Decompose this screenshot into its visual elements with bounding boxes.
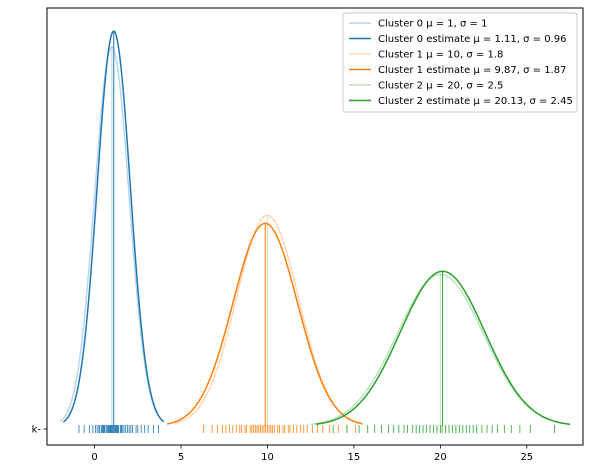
series-line-0 [59, 46, 165, 423]
x-tick-label-3: 15 [348, 452, 361, 463]
x-tick-label-4: 20 [434, 452, 447, 463]
x-tick-label-2: 10 [261, 452, 274, 463]
y-axis: k- [32, 425, 47, 436]
legend-label-2: Cluster 1 μ = 10, σ = 1.8 [378, 50, 503, 61]
legend-label-5: Cluster 2 estimate μ = 20.13, σ = 2.45 [378, 96, 573, 107]
x-tick-label-5: 25 [520, 452, 533, 463]
legend-label-1: Cluster 0 estimate μ = 1.11, σ = 0.96 [378, 34, 566, 45]
x-axis: 0 5 10 15 20 25 [91, 445, 533, 463]
legend: Cluster 0 μ = 1, σ = 1 Cluster 0 estimate… [342, 12, 578, 113]
y-tick-label-0: k- [32, 425, 42, 436]
rug-marks [78, 425, 555, 433]
axes-frame [46, 7, 584, 446]
x-tick-label-1: 5 [178, 452, 184, 463]
legend-label-3: Cluster 1 estimate μ = 9.87, σ = 1.87 [378, 65, 566, 76]
legend-label-4: Cluster 2 μ = 20, σ = 2.5 [378, 81, 503, 92]
legend-frame [342, 12, 578, 113]
x-tick-label-0: 0 [91, 452, 97, 463]
mean-lines [111, 31, 444, 426]
legend-label-0: Cluster 0 μ = 1, σ = 1 [378, 19, 487, 30]
